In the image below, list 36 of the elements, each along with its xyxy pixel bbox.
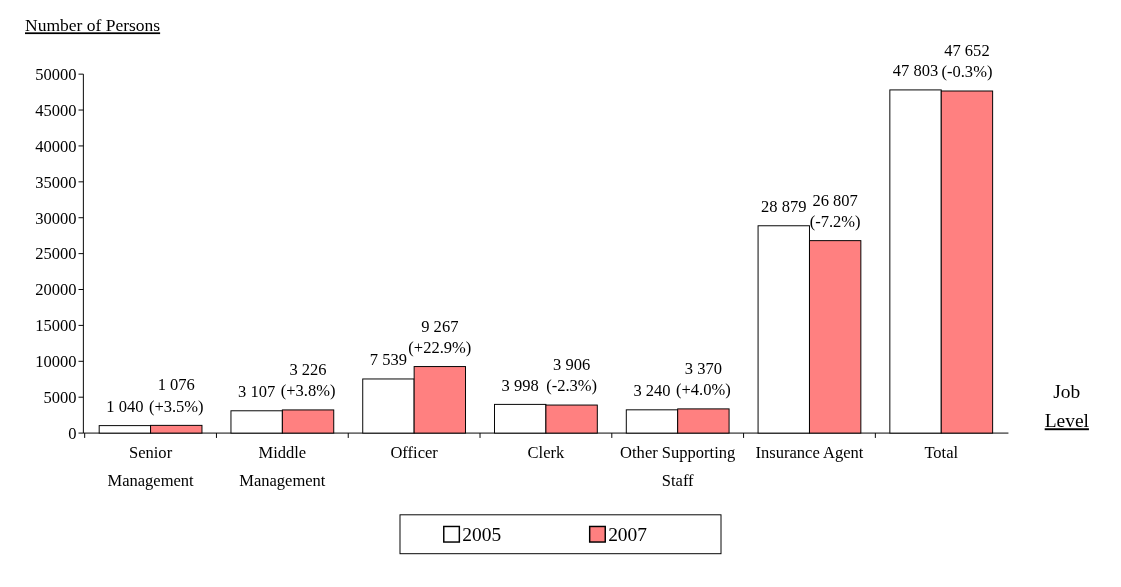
- data-label: 28 879: [761, 197, 807, 217]
- data-label: 3 998: [501, 375, 539, 395]
- y-tick-label: 20000: [35, 280, 77, 300]
- x-tick-label: Other Supporting Staff: [620, 443, 736, 490]
- y-tick-label: 25000: [35, 244, 77, 264]
- x-tick-label: Total: [924, 443, 959, 463]
- y-tick-label: 15000: [35, 316, 77, 336]
- y-tick-label: 5000: [43, 387, 77, 407]
- y-tick-label: 50000: [35, 64, 77, 84]
- legend-label: 2005: [462, 524, 502, 546]
- y-tick-label: 35000: [35, 172, 77, 192]
- data-label: 3 370 (+4.0%): [676, 358, 731, 400]
- data-label: 3 240: [633, 381, 671, 401]
- x-tick-label: Officer: [390, 443, 439, 463]
- x-tick-label: Insurance Agent: [755, 443, 864, 463]
- x-tick-label: Senior Management: [107, 443, 195, 490]
- legend-label: 2007: [608, 524, 648, 546]
- y-tick-label: 10000: [35, 352, 77, 372]
- data-label: 3 226 (+3.8%): [280, 359, 336, 401]
- y-axis-title: Number of Persons: [25, 15, 161, 36]
- y-tick-label: 30000: [35, 208, 77, 228]
- data-label: 1 040: [106, 397, 144, 416]
- x-tick-label: Clerk: [527, 443, 565, 463]
- y-tick-label: 0: [68, 423, 77, 443]
- data-label: 1 076 (+3.5%): [148, 375, 204, 416]
- data-label: 7 539: [369, 350, 408, 370]
- y-tick-label: 40000: [35, 136, 77, 156]
- data-label: 9 267 (+22.9%): [408, 316, 472, 357]
- data-label: 3 107: [238, 382, 276, 402]
- data-label: 47 652 (-0.3%): [941, 40, 993, 82]
- data-label: 26 807 (-7.2%): [809, 190, 861, 232]
- data-label: 47 803: [892, 61, 939, 81]
- x-tick-label: Middle Management: [239, 443, 326, 490]
- data-label: 3 906 (-2.3%): [546, 355, 598, 396]
- x-axis-title: Job Level: [1044, 381, 1090, 432]
- y-tick-label: 45000: [35, 100, 77, 120]
